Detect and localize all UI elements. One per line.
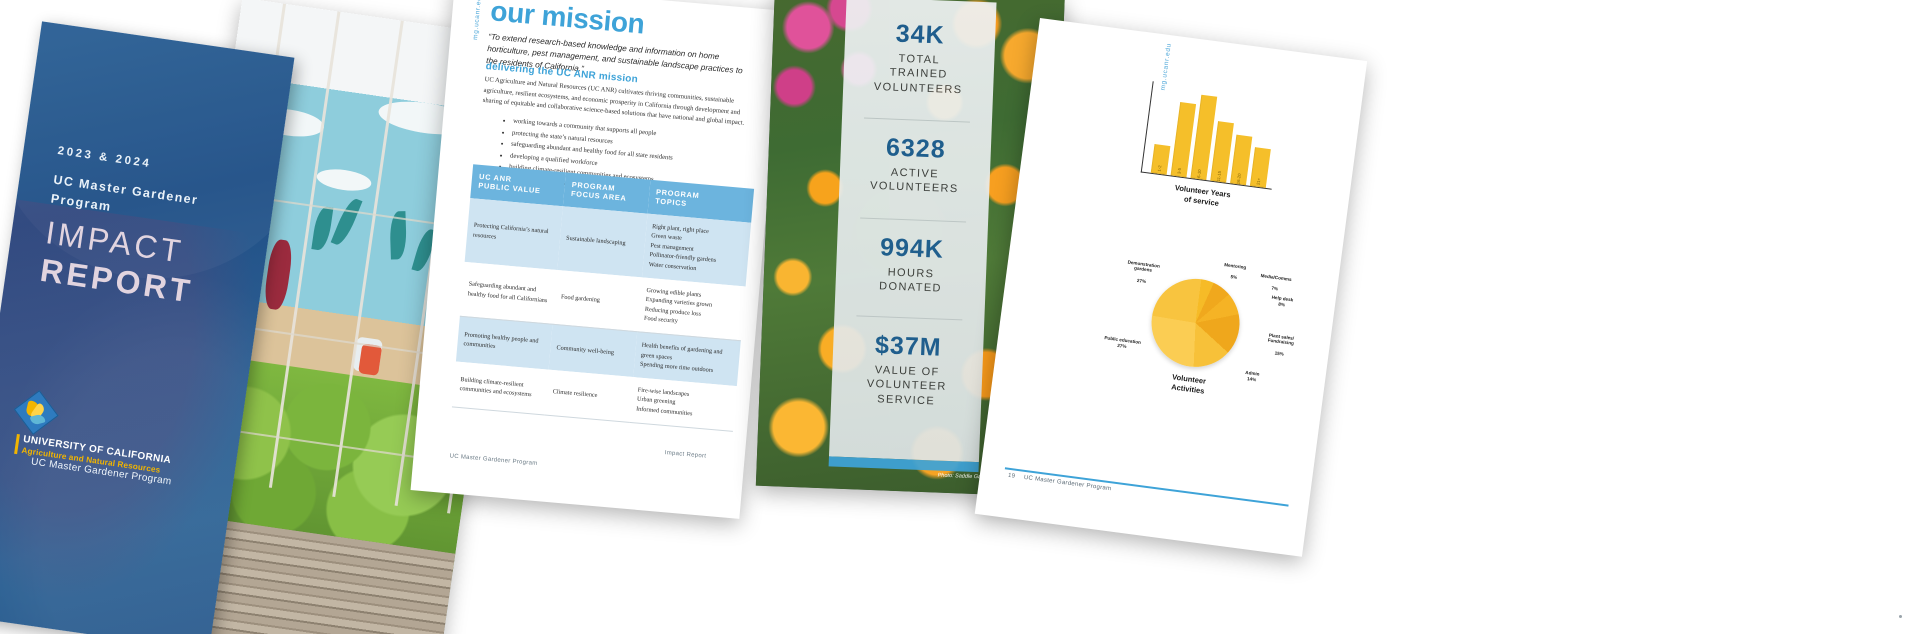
cell-public-value: Building climate-resilient communities a… [451, 361, 549, 415]
bar-tick-label: 11-15 [1215, 170, 1223, 182]
stat-label: TOTAL TRAINED VOLUNTEERS [873, 52, 963, 96]
stat-value: 994K [879, 233, 945, 264]
mission-footer-left: UC Master Gardener Program [449, 453, 538, 468]
charts-page-number: 19 [1007, 472, 1016, 480]
cover-year: 2023 & 2024 [56, 144, 153, 171]
bar-tick-label: 6-10 [1196, 169, 1203, 179]
pie-label-plant-sales: Plant sales/ Fundraising 15% [1256, 325, 1305, 359]
mural-plant-icon [262, 238, 295, 311]
pie-label-admin: Admin 14% [1234, 369, 1269, 385]
stat-value: 34K [895, 19, 946, 50]
cell-topics: Fire-wise landscapes Urban greening Info… [628, 376, 737, 432]
bar-tick-label: 3-5 [1176, 167, 1183, 175]
stat-label: VALUE OF VOLUNTEER SERVICE [866, 363, 947, 407]
pie-label-text: Demonstration gardens [1127, 259, 1161, 274]
pie-label-value: 7% [1271, 285, 1279, 292]
pie-label-text: Mentoring [1223, 261, 1247, 270]
stat-value: $37M [874, 331, 943, 362]
pie-label-value: 27% [1117, 342, 1127, 349]
public-value-table: UC ANR PUBLIC VALUE PROGRAM FOCUS AREA P… [451, 164, 755, 432]
stat-divider [863, 117, 970, 123]
stat-value-of-service: $37M VALUE OF VOLUNTEER SERVICE [831, 331, 984, 411]
mission-vertical-url: mg.ucanr.edu [472, 0, 484, 41]
charts-page: mg.ucanr.edu 1-2 3-5 6-10 11-15 16-20 21… [974, 18, 1368, 557]
pie-chart-title: Volunteer Activities [1170, 372, 1207, 396]
cell-topics: Right plant, right place Green waste Pes… [641, 213, 752, 287]
mural-leaf-icon [330, 195, 363, 248]
pie-label-help-desk: Help desk 8% [1260, 293, 1303, 310]
charts-footer-rule [1004, 467, 1289, 507]
ucanr-diamond-icon [13, 390, 59, 435]
cell-focus-area: Community well-being [548, 324, 637, 377]
statistics-strip: 34K TOTAL TRAINED VOLUNTEERS 6328 ACTIVE… [828, 0, 997, 463]
mission-footer-right: Impact Report [664, 450, 707, 460]
cell-public-value: Safeguarding abundant and healthy food f… [459, 261, 558, 325]
bar-5: 16-20 [1230, 134, 1253, 186]
bar-6: 21+ [1249, 147, 1271, 188]
stat-divider [860, 217, 967, 223]
stat-value: 6328 [885, 133, 947, 164]
volunteer-activities-pie-chart [1146, 273, 1245, 373]
pie-label-media-comms: Media/Comms 7% [1248, 266, 1303, 296]
bar-tick-label: 16-20 [1235, 173, 1242, 185]
stat-total-trained-volunteers: 34K TOTAL TRAINED VOLUNTEERS [843, 19, 996, 99]
pie-label-public-education: Public education 27% [1094, 334, 1151, 353]
cover-title-report: REPORT [38, 251, 196, 310]
cell-focus-area: Food gardening [552, 269, 642, 332]
bar-tick-label: 21+ [1255, 177, 1262, 186]
cell-focus-area: Sustainable landscaping [557, 205, 648, 277]
corner-dot [1899, 615, 1902, 618]
pie-label-value: 5% [1230, 274, 1238, 281]
stat-label: HOURS DONATED [878, 266, 943, 295]
bar-tick-label: 1-2 [1156, 165, 1163, 172]
pie-label-value: 14% [1246, 375, 1257, 383]
bar-1: 1-2 [1150, 144, 1171, 175]
pie-label-text: Media/Comms [1260, 272, 1292, 282]
cover-title-impact: IMPACT [43, 214, 187, 270]
mural-figure-accent-icon [358, 343, 383, 376]
volunteer-years-bar-chart: 1-2 3-5 6-10 11-15 16-20 21+ [1140, 81, 1280, 190]
pie-label-value: 15% [1274, 350, 1285, 357]
cell-focus-area: Climate resilience [544, 369, 633, 422]
cell-public-value: Protecting California’s natural resource… [464, 197, 563, 270]
cover-program-name: UC Master Gardener Program [49, 172, 200, 214]
pie-label-value: 27% [1136, 277, 1147, 285]
pie-label-text: Plant sales/ Fundraising [1267, 332, 1295, 347]
logo-gold-bar-icon [14, 433, 20, 455]
mural-cloud-icon [314, 166, 373, 194]
cell-topics: Growing edible plants Expanding varietie… [636, 276, 746, 341]
mission-page: mg.ucanr.edu our mission “To extend rese… [410, 0, 784, 519]
stat-label: ACTIVE VOLUNTEERS [869, 166, 959, 196]
cell-public-value: Promoting healthy people and communities [455, 316, 553, 370]
stat-hours-donated: 994K HOURS DONATED [835, 233, 987, 298]
stat-divider [856, 315, 963, 321]
pie-label-demonstration-gardens: Demonstration gardens 27% [1114, 252, 1171, 287]
pie-label-value: 8% [1278, 301, 1286, 308]
mural-leaf-icon [311, 205, 334, 252]
stat-active-volunteers: 6328 ACTIVE VOLUNTEERS [839, 133, 991, 198]
